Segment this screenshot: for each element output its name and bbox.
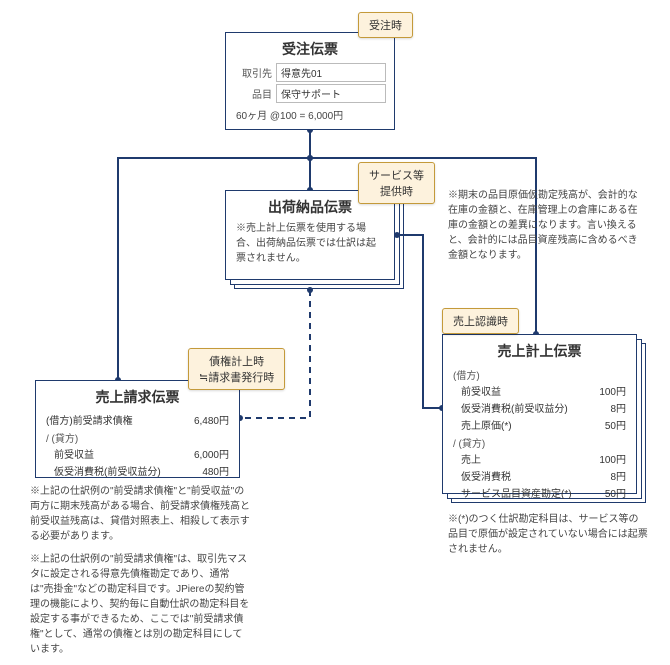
- line-label: サービス品目資産勘定(*): [461, 485, 572, 500]
- line-amount: 50円: [605, 485, 626, 500]
- invoice-credit-line: 前受収益 6,000円: [36, 445, 239, 462]
- tag-sales-rec-time: 売上認識時: [442, 308, 519, 334]
- sales-slip-title: 売上計上伝票: [443, 341, 636, 361]
- invoice-credit-line: 仮受消費税(前受収益分) 480円: [36, 462, 239, 479]
- sales-credit-line: 売上 100円: [443, 450, 636, 467]
- sales-credit-line: サービス品目資産勘定(*) 50円: [443, 484, 636, 501]
- tag-order-time: 受注時: [358, 12, 413, 38]
- line-amount: 8円: [610, 400, 626, 415]
- line-label: 前受収益: [461, 383, 501, 398]
- order-footer: 60ヶ月 @100 = 6,000円: [226, 109, 394, 124]
- ship-slip-note: ※売上計上伝票を使用する場合、出荷納品伝票では仕訳は起票されません。: [226, 221, 394, 266]
- invoice-note-paragraph: ※上記の仕訳例の"前受請求債権"は、取引先マスタに設定される得意先債権勘定であり…: [30, 552, 250, 657]
- line-amount: 480円: [202, 463, 229, 478]
- invoice-note-paragraph: ※上記の仕訳例の"前受請求債権"と"前受収益"の両方に期末残高がある場合、前受請…: [30, 484, 250, 544]
- order-item-value: 保守サポート: [276, 84, 386, 103]
- line-label: 前受収益: [54, 446, 94, 461]
- sales-credit-line: 仮受消費税 8円: [443, 467, 636, 484]
- invoice-credit-header: / (貸方): [36, 428, 239, 445]
- line-label: 仮受消費税: [461, 468, 511, 483]
- order-item-row: 品目 保守サポート: [234, 84, 386, 103]
- line-amount: 8円: [610, 468, 626, 483]
- sales-note: ※(*)のつく仕訳勘定科目は、サービス等の品目で原価が設定されていない場合には起…: [448, 512, 648, 557]
- invoice-debit-header: (借方)前受請求債権: [46, 412, 133, 427]
- tag-service-time: サービス等提供時: [358, 162, 435, 204]
- sales-debit-line: 売上原価(*) 50円: [443, 416, 636, 433]
- line-amount: 6,000円: [194, 446, 229, 461]
- invoice-notes: ※上記の仕訳例の"前受請求債権"と"前受収益"の両方に期末残高がある場合、前受請…: [30, 484, 250, 665]
- flow-canvas: 受注伝票 取引先 得意先01 品目 保守サポート 60ヶ月 @100 = 6,0…: [10, 10, 660, 594]
- invoice-debit-amount: 6,480円: [194, 412, 229, 427]
- right-note-stock: ※期末の品目原価仮勘定残高が、会計的な在庫の金額と、在庫管理上の倉庫にある在庫の…: [448, 188, 638, 263]
- sales-credit-header: / (貸方): [443, 433, 636, 450]
- line-label: 仮受消費税(前受収益分): [461, 400, 568, 415]
- sales-debit-line: 前受収益 100円: [443, 382, 636, 399]
- line-label: 売上原価(*): [461, 417, 512, 432]
- sales-debit-header: (借方): [443, 365, 636, 382]
- order-item-label: 品目: [234, 86, 272, 101]
- sales-slip-node: 売上計上伝票 (借方) 前受収益100円仮受消費税(前受収益分)8円売上原価(*…: [442, 334, 637, 494]
- line-label: 売上: [461, 451, 481, 466]
- order-slip-title: 受注伝票: [226, 39, 394, 59]
- tag-debt-time: 債権計上時≒請求書発行時: [188, 348, 285, 390]
- order-slip-node: 受注伝票 取引先 得意先01 品目 保守サポート 60ヶ月 @100 = 6,0…: [225, 32, 395, 130]
- order-counterparty-value: 得意先01: [276, 63, 386, 82]
- invoice-slip-node: 売上請求伝票 (借方)前受請求債権 6,480円 / (貸方) 前受収益 6,00…: [35, 380, 240, 478]
- line-label: 仮受消費税(前受収益分): [54, 463, 161, 478]
- order-counterparty-label: 取引先: [234, 65, 272, 80]
- line-amount: 100円: [599, 451, 626, 466]
- line-amount: 100円: [599, 383, 626, 398]
- order-counterparty-row: 取引先 得意先01: [234, 63, 386, 82]
- line-amount: 50円: [605, 417, 626, 432]
- invoice-slip-title: 売上請求伝票: [36, 387, 239, 407]
- sales-debit-line: 仮受消費税(前受収益分) 8円: [443, 399, 636, 416]
